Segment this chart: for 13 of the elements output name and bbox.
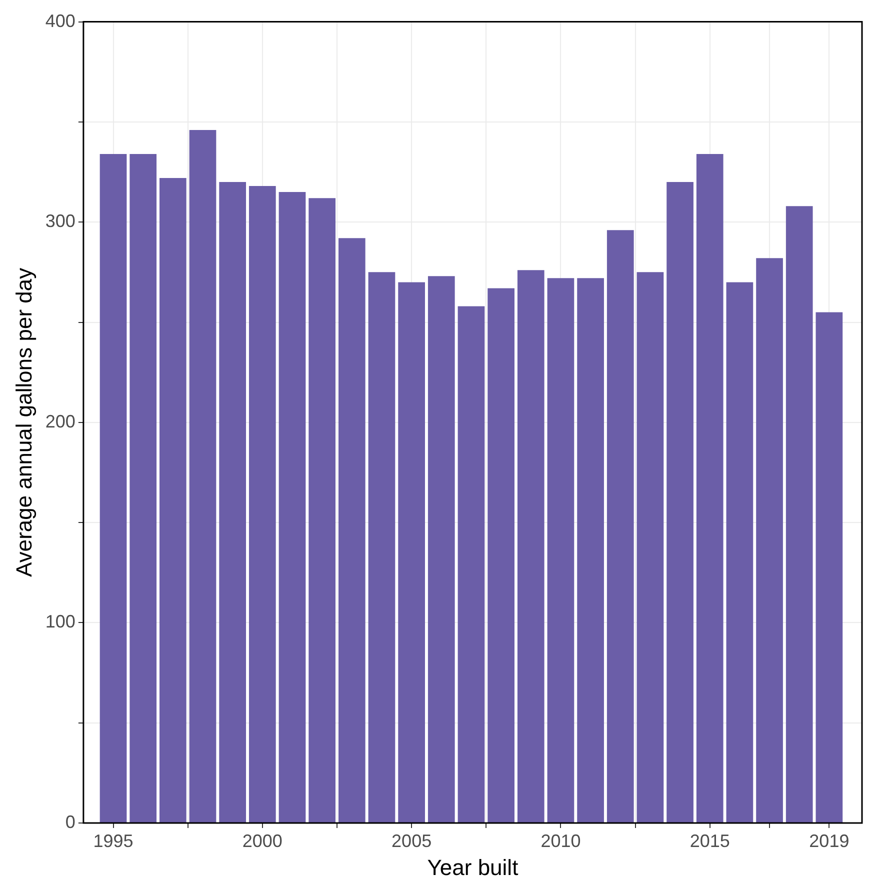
y-tick-label: 300 [45, 211, 76, 232]
x-tick-label: 2019 [809, 830, 850, 851]
x-tick-label: 2015 [690, 830, 730, 851]
x-tick-label: 2000 [242, 830, 282, 851]
x-axis-title: Year built [427, 854, 518, 880]
y-axis-title: Average annual gallons per day [11, 268, 36, 577]
x-tick-label: 1995 [93, 830, 134, 851]
y-tick-label: 400 [45, 10, 76, 31]
x-tick-label: 2005 [392, 830, 432, 851]
y-tick-label: 200 [45, 411, 76, 432]
y-tick-label: 100 [45, 612, 76, 632]
y-tick-label: 0 [65, 812, 76, 832]
x-tick-label: 2010 [540, 830, 581, 851]
